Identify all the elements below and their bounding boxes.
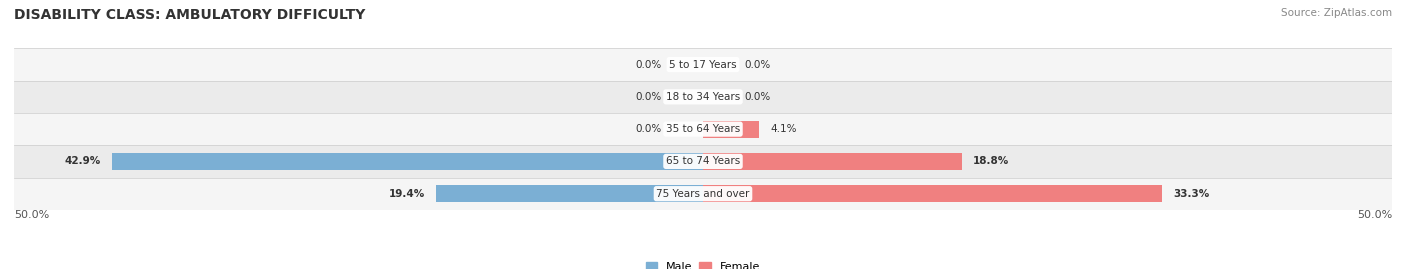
Text: 42.9%: 42.9% — [65, 156, 101, 167]
Text: Source: ZipAtlas.com: Source: ZipAtlas.com — [1281, 8, 1392, 18]
Bar — [703, 121, 759, 137]
Bar — [703, 185, 1161, 202]
Text: 4.1%: 4.1% — [770, 124, 797, 134]
Bar — [14, 113, 1392, 145]
Bar — [703, 153, 962, 170]
Text: 0.0%: 0.0% — [636, 124, 662, 134]
Text: 0.0%: 0.0% — [636, 59, 662, 70]
Text: 50.0%: 50.0% — [1357, 210, 1392, 220]
Text: 0.0%: 0.0% — [636, 92, 662, 102]
Text: 18 to 34 Years: 18 to 34 Years — [666, 92, 740, 102]
Text: 0.0%: 0.0% — [744, 92, 770, 102]
Bar — [436, 185, 703, 202]
Text: 35 to 64 Years: 35 to 64 Years — [666, 124, 740, 134]
Bar — [112, 153, 703, 170]
Bar — [14, 81, 1392, 113]
Bar — [14, 48, 1392, 81]
Legend: Male, Female: Male, Female — [641, 257, 765, 269]
Text: 18.8%: 18.8% — [973, 156, 1010, 167]
Text: 65 to 74 Years: 65 to 74 Years — [666, 156, 740, 167]
Text: 75 Years and over: 75 Years and over — [657, 189, 749, 199]
Text: 0.0%: 0.0% — [744, 59, 770, 70]
Bar — [14, 178, 1392, 210]
Text: DISABILITY CLASS: AMBULATORY DIFFICULTY: DISABILITY CLASS: AMBULATORY DIFFICULTY — [14, 8, 366, 22]
Text: 19.4%: 19.4% — [388, 189, 425, 199]
Text: 33.3%: 33.3% — [1173, 189, 1209, 199]
Text: 50.0%: 50.0% — [14, 210, 49, 220]
Text: 5 to 17 Years: 5 to 17 Years — [669, 59, 737, 70]
Bar — [14, 145, 1392, 178]
